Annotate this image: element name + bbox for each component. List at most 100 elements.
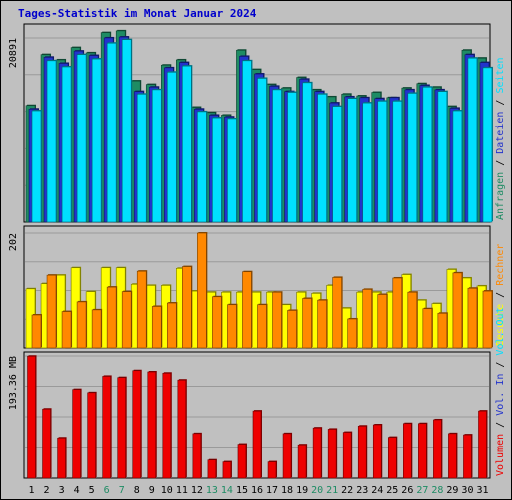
seiten-bar-day-19: [302, 82, 312, 223]
volumen-bar-day-4: [72, 389, 81, 479]
volumen-bar-day-10: [162, 372, 172, 479]
x-tick-label-day-16: 16: [251, 485, 263, 496]
volumen-bar-day-21: [327, 429, 337, 479]
x-tick-label-day-2: 2: [44, 485, 50, 496]
seiten-bar-day-6: [106, 42, 117, 223]
x-tick-label-day-6: 6: [104, 485, 110, 496]
x-tick-label-day-25: 25: [386, 485, 398, 496]
x-tick-label-day-19: 19: [296, 485, 308, 496]
rechner-bar-day-11: [182, 266, 192, 349]
bottom-y-max-label: 193.36 MB: [8, 356, 19, 410]
rechner-bar-day-4: [76, 301, 87, 349]
x-tick-label-day-15: 15: [236, 485, 248, 496]
middle-legend: Besuche / Rechner: [495, 244, 506, 346]
x-tick-label-day-1: 1: [29, 485, 35, 496]
rechner-bar-day-10: [166, 302, 177, 349]
seiten-bar-day-28: [437, 91, 448, 223]
rechner-bar-day-12: [197, 232, 207, 349]
volumen-bar-day-24: [372, 424, 382, 479]
rechner-bar-day-3: [61, 311, 72, 349]
volumen-bar-day-15: [237, 444, 247, 479]
rechner-bar-day-22: [347, 318, 357, 349]
rechner-bar-day-26: [407, 291, 418, 349]
seiten-bar-day-14: [227, 118, 237, 223]
x-tick-label-day-20: 20: [311, 485, 323, 496]
rechner-bar-day-17: [272, 291, 282, 349]
bottom-legend-part-0: Volumen: [495, 434, 506, 476]
top-legend-part-1: /: [495, 154, 506, 172]
rechner-bar-day-30: [467, 287, 478, 349]
volumen-bar-day-29: [448, 433, 457, 479]
x-tick-label-day-23: 23: [356, 485, 368, 496]
middle-legend-part-2: Rechner: [495, 244, 506, 286]
volumen-bar-day-12: [192, 433, 202, 479]
volumen-bar-day-14: [222, 461, 232, 479]
x-tick-label-day-30: 30: [461, 485, 473, 496]
x-tick-label-day-29: 29: [446, 485, 458, 496]
x-tick-label-day-10: 10: [161, 485, 173, 496]
top-legend-part-3: /: [495, 94, 506, 112]
volumen-bar-day-18: [282, 433, 292, 479]
volumen-bar-day-26: [403, 423, 412, 479]
volumen-bar-day-16: [252, 410, 262, 479]
volumen-bar-day-31: [478, 410, 487, 479]
rechner-bar-day-8: [136, 270, 147, 349]
volumen-bar-day-13: [207, 459, 217, 479]
rechner-bar-day-20: [317, 299, 327, 349]
rechner-bar-day-28: [437, 312, 448, 349]
seiten-bar-day-9: [151, 89, 162, 223]
rechner-bar-day-18: [287, 310, 297, 349]
x-tick-label-day-4: 4: [74, 485, 80, 496]
top-legend-part-0: Anfragen: [495, 172, 506, 220]
rechner-bar-day-23: [362, 289, 373, 349]
rechner-bar-day-19: [302, 298, 312, 349]
seiten-bar-day-13: [212, 117, 222, 223]
top-legend: Anfragen / Dateien / Seiten: [495, 57, 506, 220]
x-tick-label-day-28: 28: [431, 485, 443, 496]
seiten-bar-day-31: [482, 67, 493, 223]
volumen-bar-day-8: [132, 370, 142, 479]
seiten-bar-day-8: [136, 93, 147, 223]
x-tick-label-day-8: 8: [134, 485, 140, 496]
bottom-legend-part-2: Vol. In: [495, 374, 506, 416]
x-tick-label-day-27: 27: [416, 485, 428, 496]
volumen-bar-day-5: [87, 392, 96, 479]
rechner-bar-day-16: [257, 304, 267, 349]
top-legend-part-4: Seiten: [495, 57, 506, 93]
seiten-bar-day-26: [407, 93, 418, 223]
seiten-bar-day-7: [121, 39, 132, 223]
seiten-bar-day-22: [347, 98, 357, 223]
x-tick-label-day-31: 31: [476, 485, 488, 496]
rechner-bar-day-5: [91, 309, 102, 349]
seiten-bar-day-24: [377, 101, 388, 223]
volumen-bar-day-11: [177, 379, 187, 479]
seiten-bar-day-17: [272, 89, 282, 223]
seiten-bar-day-30: [467, 57, 478, 223]
seiten-bar-day-1: [31, 110, 42, 223]
seiten-bar-day-3: [61, 66, 72, 223]
rechner-bar-day-6: [106, 286, 117, 349]
x-tick-label-day-26: 26: [401, 485, 413, 496]
volumen-bar-day-3: [57, 437, 66, 479]
x-tick-label-day-22: 22: [341, 485, 353, 496]
seiten-bar-day-4: [76, 54, 87, 223]
seiten-bar-day-15: [242, 60, 252, 223]
volumen-bar-day-22: [342, 432, 352, 479]
rechner-bar-day-31: [482, 290, 493, 349]
x-tick-label-day-7: 7: [119, 485, 125, 496]
rechner-bar-day-21: [332, 277, 342, 349]
x-tick-label-day-11: 11: [176, 485, 188, 496]
volumen-bar-day-28: [433, 419, 442, 479]
x-tick-label-day-18: 18: [281, 485, 293, 496]
x-tick-label-day-9: 9: [149, 485, 155, 496]
volumen-bar-day-1: [27, 355, 36, 479]
rechner-bar-day-7: [121, 291, 132, 349]
seiten-bar-day-20: [317, 93, 327, 223]
volumen-bar-day-2: [42, 408, 51, 479]
seiten-bar-day-10: [166, 71, 177, 223]
rechner-bar-day-15: [242, 271, 252, 349]
seiten-bar-day-5: [91, 58, 102, 223]
volumen-bar-day-17: [267, 461, 277, 479]
